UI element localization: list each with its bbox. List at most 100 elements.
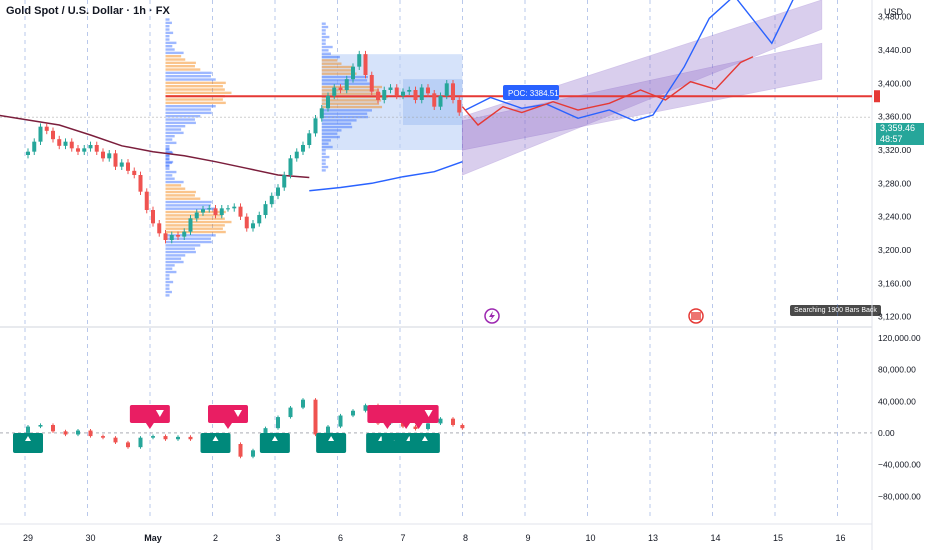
profile-bar [165, 197, 201, 200]
profile-bar [321, 162, 326, 165]
profile-bar [321, 79, 368, 82]
candle-body [401, 91, 405, 96]
sell-signal-label [129, 405, 170, 429]
profile-bar [165, 51, 184, 55]
profile-bar [165, 41, 177, 45]
profile-bar [165, 98, 223, 101]
price-axis-tick: 3,360.00 [878, 112, 911, 122]
buy-signal-label [409, 433, 440, 453]
profile-bar [321, 32, 326, 35]
profile-bar [321, 22, 326, 25]
price-axis-tick: 3,480.00 [878, 12, 911, 22]
candle-body [338, 87, 343, 90]
candle-body [363, 54, 368, 75]
candle-body [313, 118, 318, 134]
oscillator-axis-tick: −40,000.00 [878, 460, 921, 470]
time-axis-tick: 16 [835, 533, 845, 543]
profile-bar [165, 105, 216, 108]
profile-bar [165, 78, 216, 81]
candle-body [294, 151, 299, 159]
profile-bar [321, 35, 330, 39]
profile-bar [321, 102, 380, 105]
moving-average-short [309, 160, 463, 192]
buy-signal-box [409, 433, 440, 453]
currency-label[interactable]: USD [884, 7, 904, 17]
oscillator-candle [288, 407, 293, 418]
time-axis-tick: 13 [648, 533, 658, 543]
oscillator-candle [438, 418, 443, 424]
candle-body [51, 130, 55, 140]
candle-body [157, 223, 162, 234]
profile-bar [165, 284, 170, 287]
oscillator-candle [351, 410, 355, 416]
profile-bar [165, 194, 195, 197]
profile-bar [165, 224, 225, 227]
sell-arrow-icon [424, 410, 433, 417]
oscillator-candle [251, 450, 255, 457]
candle-body [182, 231, 187, 237]
time-axis-tick: 7 [400, 533, 405, 543]
price-axis-tick: 3,240.00 [878, 212, 911, 222]
profile-bar [165, 177, 175, 180]
profile-bar [165, 91, 232, 95]
profile-bar [165, 165, 170, 168]
candle-body [151, 210, 155, 224]
profile-bar [165, 214, 223, 217]
profile-bar [165, 65, 195, 68]
profile-bar [165, 118, 195, 121]
profile-bar [165, 244, 201, 247]
profile-bar [165, 35, 170, 38]
oscillator-candle [313, 399, 318, 435]
profile-bar [165, 18, 170, 21]
profile-bar [165, 250, 196, 254]
candle-body [138, 175, 143, 192]
profile-bar [321, 49, 329, 52]
oscillator-candle [63, 431, 68, 435]
candle-body [207, 208, 212, 210]
candle-body [169, 235, 174, 240]
sell-signal-box [208, 405, 248, 423]
oscillator-candle [451, 418, 455, 425]
profile-bar [165, 38, 170, 41]
profile-bar [321, 42, 326, 45]
profile-bar [165, 277, 170, 280]
candle-body [451, 83, 455, 100]
oscillator-axis-tick: 120,000.00 [878, 333, 921, 343]
candle-body [351, 66, 355, 80]
profile-bar [165, 58, 186, 61]
oscillator-candle [276, 417, 280, 429]
profile-bar [321, 109, 372, 112]
profile-bar [165, 151, 174, 155]
oscillator-candle [188, 436, 193, 440]
time-axis-tick: 9 [525, 533, 530, 543]
candle-body [344, 79, 349, 90]
time-axis-tick: 14 [710, 533, 720, 543]
candle-body [288, 158, 293, 175]
profile-bar [165, 138, 173, 141]
profile-bar [165, 247, 195, 250]
profile-bar [165, 108, 211, 111]
candle-body [307, 133, 312, 145]
profile-bar [321, 99, 382, 102]
candle-body [201, 209, 205, 213]
buy-signal-box [200, 433, 231, 453]
time-axis-tick: 3 [275, 533, 280, 543]
profile-bar [165, 187, 186, 190]
profile-bar [321, 72, 357, 75]
profile-bar [165, 101, 226, 105]
profile-bar [321, 75, 368, 79]
profile-bar [165, 88, 225, 91]
profile-bar [165, 160, 174, 164]
buy-signal-box [13, 433, 43, 453]
search-note: Searching 1900 Bars Back [790, 305, 881, 316]
profile-bar [165, 31, 174, 35]
profile-bar [321, 69, 352, 72]
buy-arrow-icon [271, 436, 278, 441]
sell-signal-pointer [145, 423, 154, 429]
profile-bar [321, 62, 342, 65]
candle-body [432, 93, 437, 107]
candle-body [57, 139, 62, 146]
profile-bar [165, 184, 182, 187]
profile-bar [165, 294, 170, 297]
